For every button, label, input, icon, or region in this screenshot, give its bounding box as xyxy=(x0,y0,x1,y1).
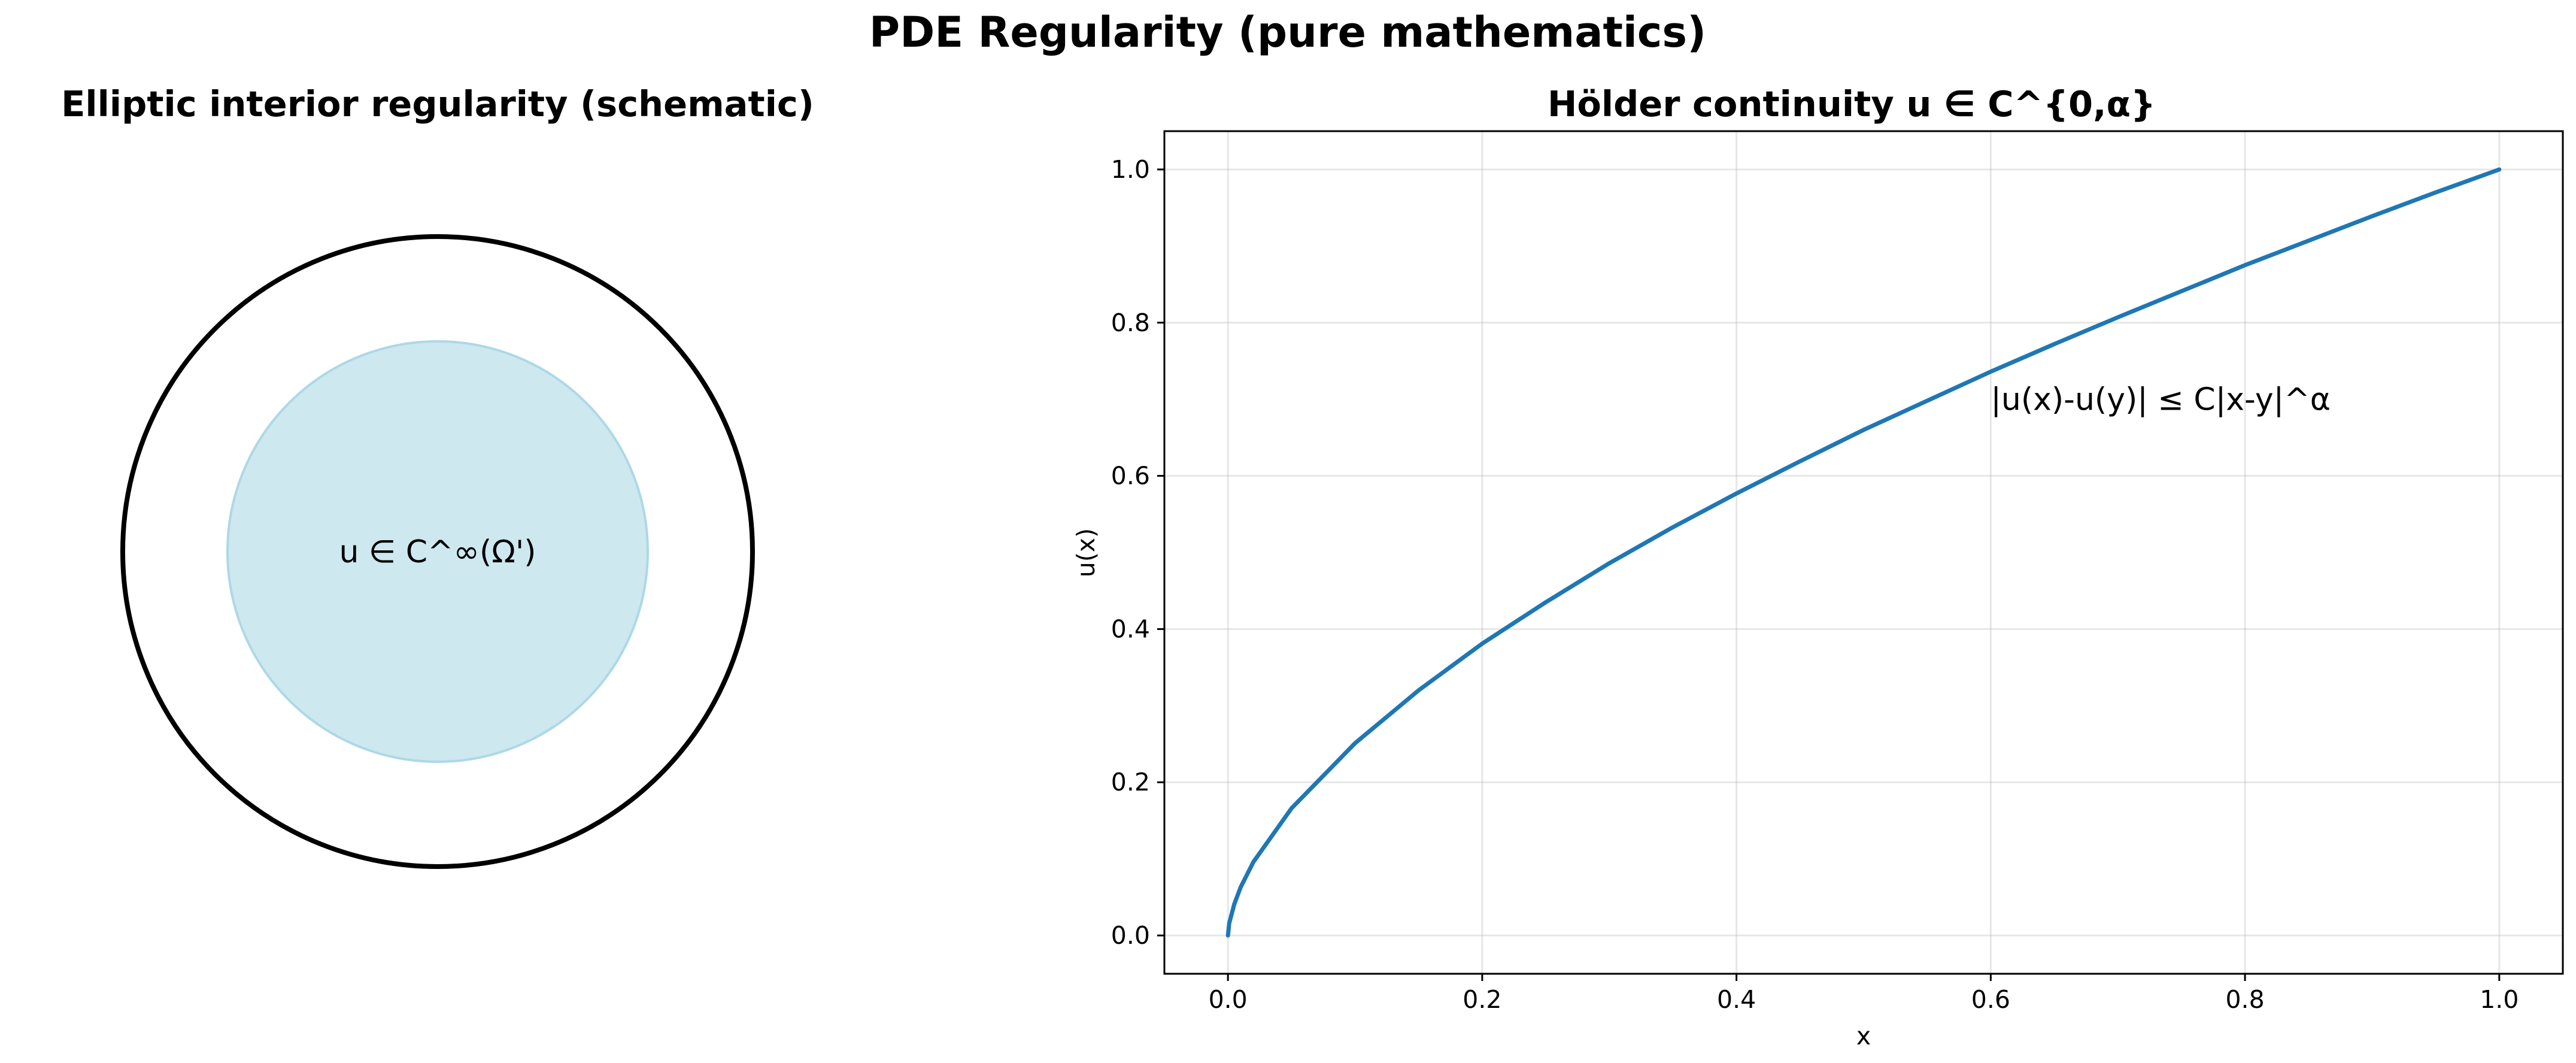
y-tick-label: 0.8 xyxy=(1111,308,1150,337)
plot-frame xyxy=(1163,130,2564,975)
inner-disk-label: u ∈ C^∞(Ω') xyxy=(339,534,536,570)
left-panel: Elliptic interior regularity (schematic)… xyxy=(61,83,814,869)
series-line-u xyxy=(1225,167,2502,938)
x-tick-label: 0.6 xyxy=(1971,985,2010,1014)
grid xyxy=(1164,131,2563,974)
x-tick-label: 0.8 xyxy=(2225,985,2264,1014)
y-tick-label: 0.2 xyxy=(1111,768,1150,797)
x-axis-label: x xyxy=(1856,1022,1871,1050)
right-panel-title: Hölder continuity u ∈ C^{0,α} xyxy=(1548,83,2156,125)
y-axis-label: u(x) xyxy=(1072,528,1100,577)
y-tick-label: 0.6 xyxy=(1111,462,1150,490)
holder-inequality-annotation: |u(x)-u(y)| ≤ C|x-y|^α xyxy=(1991,382,2331,418)
x-tick-label: 0.4 xyxy=(1717,985,1756,1014)
axis-ticks: 0.0 0.2 0.4 0.6 0.8 1.0 0.0 0.2 0.4 0.6 0.8 1.0 xyxy=(1111,155,2519,1014)
y-tick-label: 0.0 xyxy=(1111,921,1150,950)
y-tick-label: 0.4 xyxy=(1111,614,1150,643)
x-tick-label: 0.2 xyxy=(1463,985,1501,1014)
outer-domain-circle xyxy=(120,234,755,869)
y-tick-label: 1.0 xyxy=(1111,155,1150,184)
figure-suptitle: PDE Regularity (pure mathematics) xyxy=(869,8,1706,57)
x-tick-label: 0.0 xyxy=(1209,985,1248,1014)
inner-subdomain-disk xyxy=(226,340,649,763)
x-tick-label: 1.0 xyxy=(2480,985,2519,1014)
left-panel-title: Elliptic interior regularity (schematic) xyxy=(61,83,814,125)
right-panel: Hölder continuity u ∈ C^{0,α} 0.0 0.2 0.4 0… xyxy=(1072,83,2564,1050)
